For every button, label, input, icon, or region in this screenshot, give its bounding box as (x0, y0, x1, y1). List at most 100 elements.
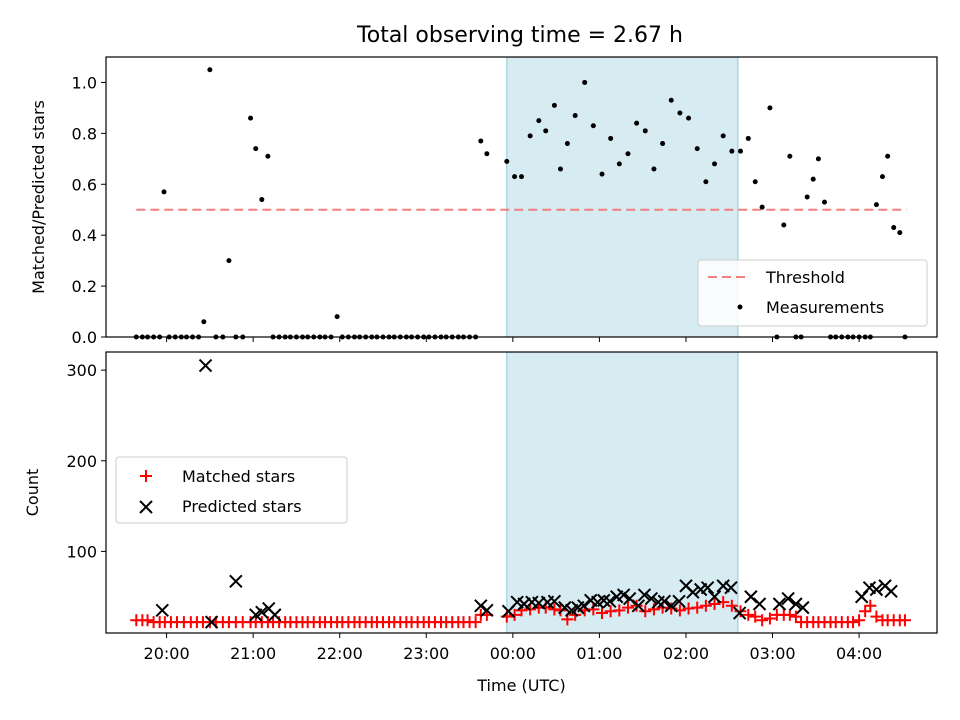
measurement-point (207, 67, 213, 73)
measurement-point (660, 141, 666, 147)
predicted-star-marker (268, 608, 282, 622)
legend-predicted-label: Predicted stars (182, 497, 302, 516)
matched-star-marker (853, 614, 866, 627)
chart-title: Total observing time = 2.67 h (356, 23, 683, 48)
count-x-tick-label: 23:00 (403, 644, 449, 663)
measurement-point (745, 135, 751, 141)
measurement-point (804, 194, 810, 200)
count-x-tick-label: 22:00 (317, 644, 363, 663)
legend-matched-label: Matched stars (182, 467, 295, 486)
ratio-y-tick-label: 1.0 (72, 73, 97, 92)
measurement-point (248, 115, 254, 121)
predicted-star-marker (603, 594, 617, 608)
matched-star-marker (596, 607, 609, 620)
predicted-star-marker (752, 597, 767, 611)
measurement-point (879, 174, 885, 180)
matched-star-marker (708, 597, 721, 610)
predicted-star-marker (884, 584, 898, 599)
measurement-point (729, 148, 735, 154)
measurement-point (634, 120, 640, 126)
measurement-point (557, 166, 563, 172)
predicted-star-marker (700, 580, 715, 595)
matched-star-marker (847, 616, 860, 629)
count-y-ticks: 100 200 300 (66, 361, 106, 561)
measurement-point (787, 153, 793, 159)
predicted-star-marker (204, 615, 219, 629)
predicted-stars-points (155, 358, 898, 629)
predicted-star-marker (631, 599, 646, 613)
measurement-point (536, 118, 542, 124)
matched-star-marker (742, 608, 755, 621)
ratio-panel: Total observing time = 2.67 h 0.00.20.40… (29, 23, 938, 347)
measurement-point (582, 79, 588, 85)
count-x-tick-label: 00:00 (490, 644, 536, 663)
measurement-point (703, 179, 709, 185)
measurement-point (897, 230, 903, 236)
ratio-y-tick-label: 0.0 (72, 328, 97, 347)
measurement-point (752, 179, 758, 185)
x-axis-label: Time (UTC) (476, 676, 565, 695)
measurement-point (543, 128, 549, 134)
measurement-point (259, 197, 265, 203)
matched-star-marker (630, 599, 643, 612)
ratio-y-axis-label: Matched/Predicted stars (29, 100, 48, 294)
count-legend-box (115, 456, 348, 524)
count-legend: Matched stars Predicted stars (115, 456, 348, 524)
count-y-tick-label: 100 (66, 542, 97, 561)
ratio-y-tick-label: 0.6 (72, 175, 97, 194)
matched-stars-points (130, 596, 911, 629)
measurement-point (891, 225, 897, 231)
matched-star-marker (508, 608, 521, 621)
measurement-point (253, 146, 259, 152)
predicted-star-marker (789, 597, 803, 611)
measurement-point (564, 141, 570, 147)
measurement-point (201, 319, 207, 325)
measurement-point (265, 153, 271, 159)
measurement-point (686, 115, 692, 121)
measurement-point (625, 151, 631, 157)
count-y-tick-label: 300 (66, 361, 97, 380)
matched-star-marker (749, 610, 762, 623)
measurement-point (712, 161, 718, 167)
predicted-star-marker (644, 591, 659, 606)
measurement-point (694, 146, 700, 152)
predicted-star-marker (707, 590, 722, 604)
measurement-point (551, 102, 557, 108)
count-x-tick-label: 01:00 (576, 644, 622, 663)
predicted-star-marker (716, 579, 730, 593)
predicted-star-marker (577, 599, 591, 613)
predicted-star-marker (664, 599, 678, 613)
measurement-point (885, 153, 891, 159)
matched-star-marker (756, 614, 769, 627)
matched-star-marker (898, 614, 911, 627)
matched-star-marker (783, 608, 796, 621)
predicted-star-marker (672, 594, 686, 608)
matched-star-marker (691, 601, 704, 614)
predicted-star-marker (547, 594, 562, 608)
matched-star-marker (725, 599, 738, 612)
measurement-point (767, 105, 773, 111)
predicted-star-marker (732, 606, 747, 620)
ratio-legend-box (697, 259, 928, 327)
measurement-point (810, 176, 816, 182)
predicted-star-marker (796, 600, 810, 615)
measurement-point (738, 148, 744, 154)
measurement-point (781, 222, 787, 228)
predicted-star-marker (198, 358, 213, 373)
measurement-point (815, 156, 821, 162)
count-x-tick-label: 21:00 (230, 644, 276, 663)
matched-star-marker (469, 616, 482, 629)
ratio-y-tick-label: 0.8 (72, 124, 97, 143)
predicted-star-marker (686, 585, 700, 599)
measurement-point (590, 123, 596, 129)
ratio-legend: Threshold Measurements (697, 259, 928, 327)
count-x-tick-label: 20:00 (144, 644, 190, 663)
ratio-axes-frame (105, 56, 938, 338)
measurement-point (478, 138, 484, 144)
predicted-star-marker (637, 588, 652, 602)
matched-star-marker (864, 599, 877, 612)
measurement-point (677, 110, 683, 116)
observing-window-span (506, 351, 739, 634)
matched-star-marker (699, 599, 712, 612)
